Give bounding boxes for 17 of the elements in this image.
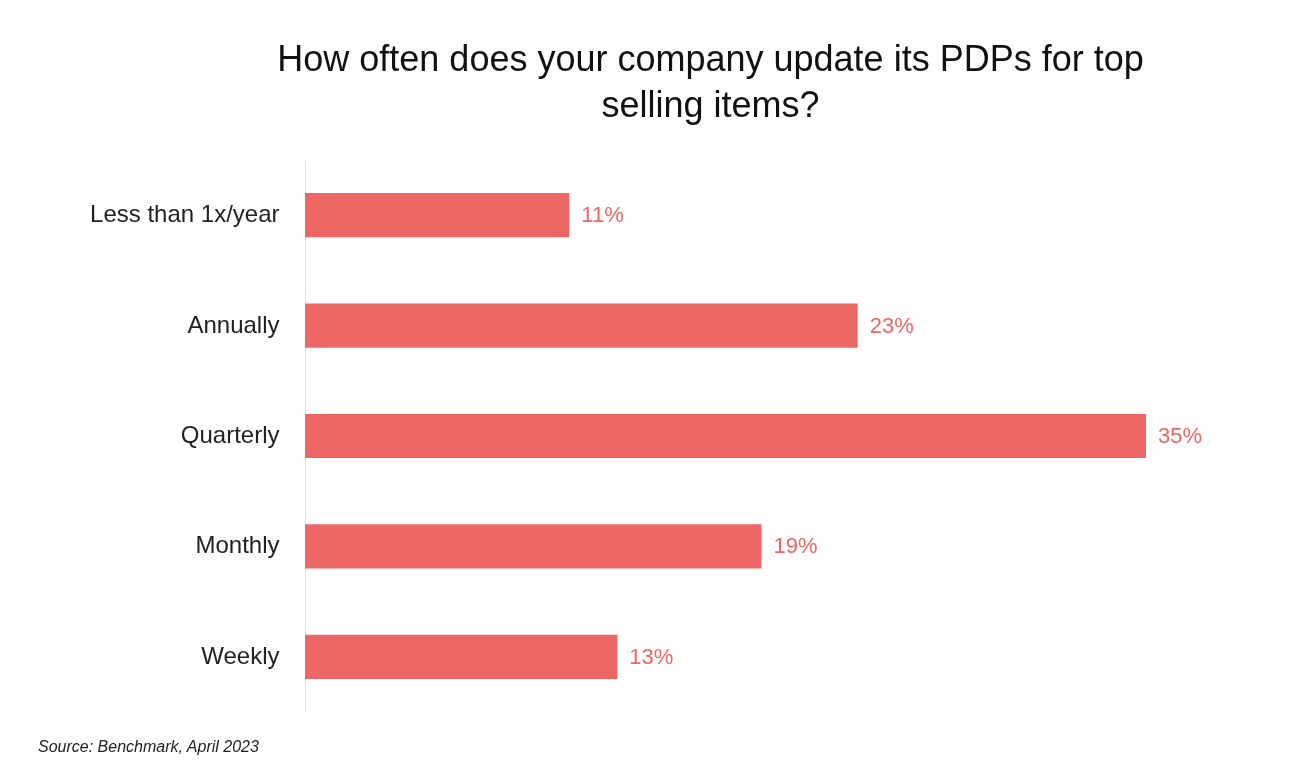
data-label: 35%	[1158, 423, 1203, 448]
y-tick-label: Less than 1x/year	[90, 200, 280, 228]
bar	[305, 524, 762, 569]
bar	[305, 634, 618, 679]
y-tick-label: Weekly	[201, 641, 280, 669]
bar	[305, 193, 570, 238]
data-label: 19%	[773, 533, 818, 559]
y-tick-label: Quarterly	[180, 421, 280, 448]
bar	[305, 413, 1146, 459]
source-note: Source: Benchmark, April 2023	[38, 738, 259, 756]
bar	[305, 303, 858, 348]
y-tick-label: Annually	[187, 310, 280, 338]
data-label: 11%	[581, 202, 624, 228]
data-label: 13%	[629, 643, 674, 669]
chart-title: How often does your company update its PDPs for top selling items?	[277, 38, 1144, 125]
y-tick-label: Monthly	[195, 531, 280, 559]
data-label: 23%	[869, 312, 914, 338]
